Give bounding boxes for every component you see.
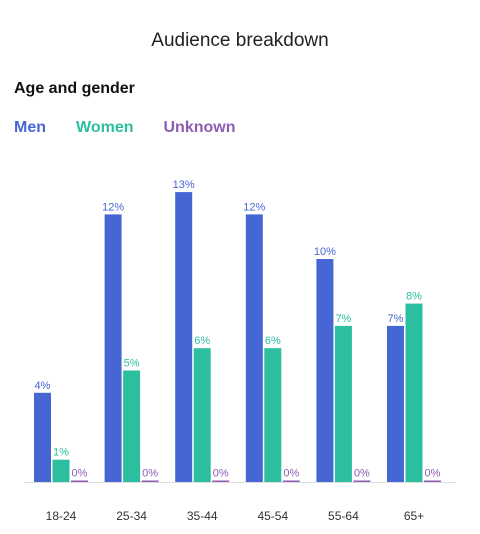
bar-women-45-54[interactable] [264, 348, 282, 482]
data-label-men-65+: 7% [388, 313, 404, 325]
legend-item-women[interactable]: Women [76, 119, 134, 136]
data-label-unknown-18-24: 0% [72, 468, 88, 480]
bar-unknown-35-44[interactable] [212, 480, 230, 483]
bar-unknown-65+[interactable] [424, 480, 441, 483]
x-tick-label-45-54: 45-54 [257, 509, 288, 523]
data-label-women-65+: 8% [406, 291, 422, 303]
data-label-women-18-24: 1% [53, 447, 69, 459]
chart-title: Audience breakdown [151, 30, 329, 51]
data-label-women-25-34: 5% [124, 358, 140, 370]
bar-men-18-24[interactable] [34, 392, 51, 482]
bar-unknown-55-64[interactable] [353, 480, 371, 483]
legend-item-men[interactable]: Men [14, 119, 46, 136]
data-label-women-35-44: 6% [194, 335, 210, 347]
legend: Men Women Unknown [14, 119, 235, 137]
bar-unknown-18-24[interactable] [71, 480, 88, 483]
bar-men-65+[interactable] [387, 325, 404, 482]
data-label-men-25-34: 12% [102, 201, 124, 213]
data-label-men-45-54: 12% [243, 201, 265, 213]
bar-women-25-34[interactable] [123, 370, 141, 483]
legend-item-unknown[interactable]: Unknown [163, 119, 236, 136]
data-label-women-55-64: 7% [335, 313, 351, 325]
x-tick-label-65+: 65+ [404, 509, 424, 523]
data-label-unknown-35-44: 0% [213, 468, 229, 480]
x-tick-label-25-34: 25-34 [116, 509, 147, 523]
x-tick-label-18-24: 18-24 [46, 509, 77, 523]
data-label-unknown-45-54: 0% [283, 468, 299, 480]
bar-men-25-34[interactable] [104, 214, 122, 482]
data-label-unknown-55-64: 0% [354, 468, 370, 480]
bar-men-55-64[interactable] [316, 259, 334, 482]
data-label-men-55-64: 10% [314, 246, 336, 258]
data-label-unknown-25-34: 0% [142, 468, 158, 480]
data-label-unknown-65+: 0% [425, 468, 441, 480]
bar-men-35-44[interactable] [175, 192, 193, 482]
bar-women-18-24[interactable] [52, 459, 70, 482]
chart-subtitle: Age and gender [14, 80, 135, 97]
bar-women-35-44[interactable] [193, 348, 211, 482]
x-tick-label-55-64: 55-64 [328, 509, 359, 523]
x-tick-label-35-44: 35-44 [187, 509, 218, 523]
bar-women-55-64[interactable] [334, 325, 352, 482]
data-label-women-45-54: 6% [265, 335, 281, 347]
bar-unknown-25-34[interactable] [141, 480, 159, 483]
bar-unknown-45-54[interactable] [282, 480, 300, 483]
data-label-men-18-24: 4% [35, 380, 51, 392]
bar-women-65+[interactable] [405, 303, 423, 482]
data-label-men-35-44: 13% [173, 179, 195, 191]
bar-men-45-54[interactable] [245, 214, 263, 482]
